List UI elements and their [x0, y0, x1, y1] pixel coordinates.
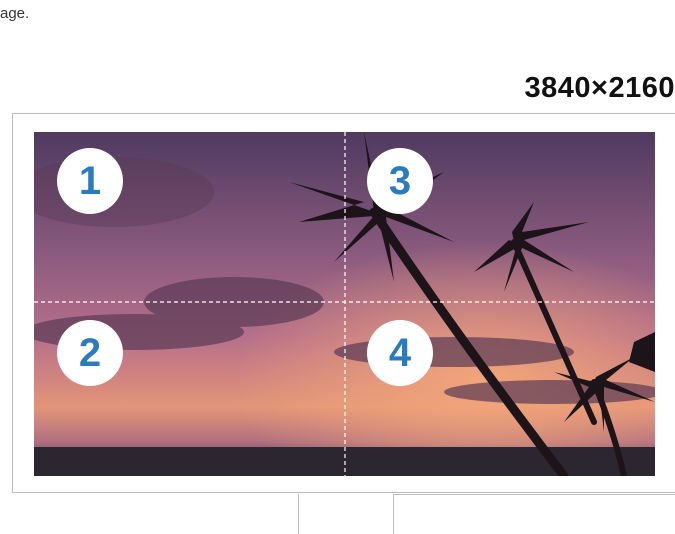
sunset-image: 1 2 3 4: [34, 132, 655, 476]
quadrant-badge: 1: [57, 148, 123, 214]
quadrant-badge: 3: [367, 148, 433, 214]
card: [12, 494, 299, 534]
quadrant-number: 1: [79, 159, 101, 203]
resolution-heading: 3840×2160: [525, 72, 675, 105]
quadrant-number: 2: [79, 331, 101, 375]
intro-text: age.: [0, 5, 29, 22]
quadrant-badge: 2: [57, 320, 123, 386]
card: [393, 494, 675, 534]
quadrant-badge: 4: [367, 320, 433, 386]
page: age. 3840×2160 1 2 3 4 (() => { const da…: [0, 0, 675, 509]
quadrant-number: 3: [389, 159, 411, 203]
quadrant-number: 4: [389, 331, 412, 375]
